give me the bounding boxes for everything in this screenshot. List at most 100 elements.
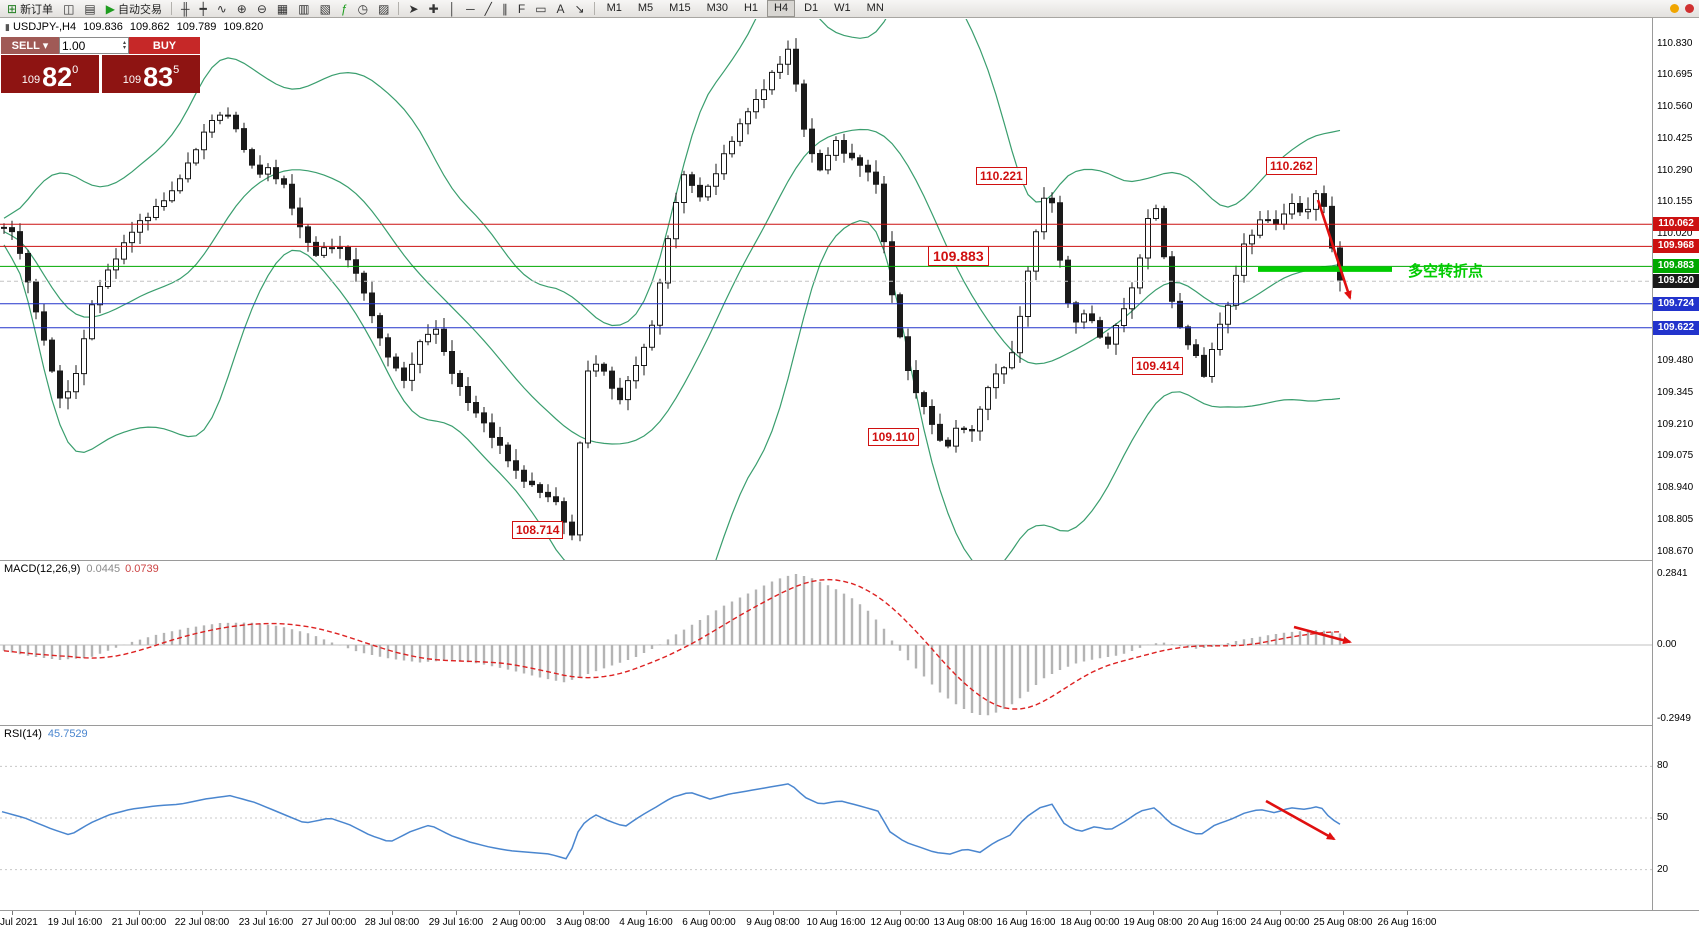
time-axis-tick — [709, 911, 710, 915]
time-axis-label: 26 Aug 16:00 — [1377, 917, 1437, 928]
down-candles — [1, 48, 1343, 536]
timeframe-mn-button[interactable]: MN — [866, 2, 884, 14]
macd-pane — [0, 574, 1652, 716]
text-icon: A — [556, 1, 565, 16]
volume-input[interactable]: 1.00 ▴ ▾ — [59, 37, 129, 54]
periods-button[interactable]: ◷ — [354, 0, 372, 18]
channel-button[interactable]: ∥ — [498, 0, 512, 18]
navigator-button[interactable]: ▥ — [294, 0, 313, 18]
price-callout[interactable]: 110.262 — [1266, 157, 1317, 175]
charts-button[interactable]: ◫ — [59, 0, 78, 18]
bollinger-lower-line — [3, 219, 1341, 560]
rsi-title: RSI(14) — [4, 728, 42, 740]
timeframe-m5-button[interactable]: M5 — [637, 2, 654, 14]
open-value: 109.836 — [83, 21, 123, 33]
time-axis-label: 18 Aug 00:00 — [1060, 917, 1120, 928]
timeframe-w1-button[interactable]: W1 — [834, 2, 851, 14]
data-window-button[interactable]: ▧ — [316, 0, 335, 18]
time-axis-tick — [1280, 911, 1281, 915]
new-order-button[interactable]: ⊞ 新订单 — [3, 0, 57, 18]
pane-separator[interactable] — [0, 725, 1699, 726]
timeframe-h4-button[interactable]: H4 — [767, 0, 796, 17]
time-axis[interactable]: 16 Jul 2021 19 Jul 16:00 21 Jul 00:00 22 Ju… — [0, 911, 1699, 940]
macd-value-2: 0.0739 — [125, 563, 159, 575]
trend-arrow[interactable] — [1316, 199, 1352, 300]
alerts-status-icon[interactable] — [1670, 4, 1679, 13]
templates-icon: ▨ — [378, 1, 390, 16]
sell-price-pip: 0 — [72, 64, 79, 76]
pane-separator[interactable] — [0, 560, 1699, 561]
price-axis-label: 110.830 — [1657, 38, 1693, 49]
spin-up-icon[interactable]: ▴ — [122, 39, 126, 46]
zoom-in-button[interactable]: ⊕ — [233, 0, 251, 18]
buy-dropdown[interactable]: BUY — [129, 37, 200, 54]
price-tag: 109.820 — [1653, 274, 1699, 288]
macd-value-1: 0.0445 — [86, 563, 121, 575]
time-axis-label: 24 Aug 00:00 — [1250, 917, 1310, 928]
navigator-icon: ▥ — [298, 1, 310, 16]
auto-trading-button-label: 自动交易 — [117, 3, 162, 16]
cursor-icon: ➤ — [408, 1, 419, 16]
tile-windows-button[interactable]: ▦ — [273, 0, 292, 18]
volume-stepper[interactable]: ▴ ▾ — [122, 39, 126, 51]
sell-button[interactable]: 109 82 0 — [1, 55, 99, 93]
trendline-button[interactable]: ╱ — [481, 0, 496, 18]
time-axis-tick — [836, 911, 837, 915]
connection-status-icon[interactable] — [1685, 4, 1694, 13]
vertical-line-button[interactable]: │ — [445, 0, 461, 18]
trend-arrow[interactable] — [1265, 799, 1336, 841]
timeframe-m1-button[interactable]: M1 — [606, 2, 622, 14]
pane-separator[interactable] — [0, 910, 1699, 911]
spin-down-icon[interactable]: ▾ — [122, 44, 126, 51]
price-axis-label: 110.155 — [1657, 196, 1693, 207]
time-axis-tick — [1153, 911, 1154, 915]
line-chart-button[interactable]: ∿ — [213, 0, 231, 18]
price-callout[interactable]: 109.883 — [928, 246, 989, 266]
time-axis-label: 28 Jul 08:00 — [364, 917, 420, 928]
time-axis-label: 16 Aug 16:00 — [996, 917, 1056, 928]
timeframe-h1-button[interactable]: H1 — [743, 2, 759, 14]
trend-arrow[interactable] — [1293, 625, 1352, 645]
horizontal-line-button[interactable]: ─ — [462, 0, 479, 18]
macd-title: MACD(12,26,9) — [4, 563, 81, 575]
turning-point-label[interactable]: 多空转折点 — [1408, 263, 1484, 280]
time-axis-tick — [202, 911, 203, 915]
vertical-line-icon: │ — [448, 1, 457, 16]
price-callout[interactable]: 110.221 — [976, 167, 1027, 185]
crosshair-icon: ✚ — [428, 1, 439, 16]
bar-chart-button[interactable]: ╫ — [177, 0, 194, 18]
crosshair-button[interactable]: ✚ — [425, 0, 443, 18]
time-axis-label: 21 Jul 00:00 — [111, 917, 167, 928]
timeframe-m15-button[interactable]: M15 — [669, 2, 691, 14]
profiles-button[interactable]: ▤ — [80, 0, 99, 18]
sell-dropdown[interactable]: SELL ▾ — [1, 37, 59, 54]
auto-trading-button[interactable]: ▶ 自动交易 — [102, 0, 166, 18]
price-axis-label: 109.210 — [1657, 419, 1694, 430]
price-callout[interactable]: 108.714 — [512, 521, 564, 539]
one-click-trading-panel: SELL ▾ 1.00 ▴ ▾ BUY 109 82 0 109 83 5 — [1, 37, 200, 93]
price-callout[interactable]: 109.110 — [868, 428, 919, 446]
toolbar-separator — [593, 2, 595, 15]
cursor-button[interactable]: ➤ — [404, 0, 422, 18]
timeframe-m30-button[interactable]: M30 — [706, 2, 728, 14]
price-callout[interactable]: 109.414 — [1132, 357, 1184, 375]
price-axis-label: 109.480 — [1657, 355, 1694, 366]
arrow-tool-button[interactable]: ↘ — [571, 0, 589, 18]
timeframe-d1-button[interactable]: D1 — [804, 2, 819, 14]
zoom-out-button[interactable]: ⊖ — [253, 0, 271, 18]
indicators-button[interactable]: ƒ — [337, 0, 352, 18]
chart-ohlc-header: ▮ USDJPY-,H4 109.836 109.862 109.789 109.820 — [5, 21, 270, 33]
time-axis-label: 22 Jul 08:00 — [174, 917, 230, 928]
time-axis-tick — [1026, 911, 1027, 915]
horizontal-line-icon: ─ — [466, 1, 475, 16]
candlestick-chart-button[interactable]: ┿ — [196, 0, 211, 18]
text-button[interactable]: A — [553, 0, 569, 18]
buy-button[interactable]: 109 83 5 — [102, 55, 200, 93]
fibonacci-button[interactable]: F — [514, 0, 529, 18]
templates-button[interactable]: ▨ — [374, 0, 393, 18]
buy-price-pip: 5 — [173, 64, 180, 76]
shapes-button[interactable]: ▭ — [531, 0, 550, 18]
price-axis[interactable]: 110.830 110.695 110.560 110.425 110.290 110.1… — [1653, 18, 1699, 910]
